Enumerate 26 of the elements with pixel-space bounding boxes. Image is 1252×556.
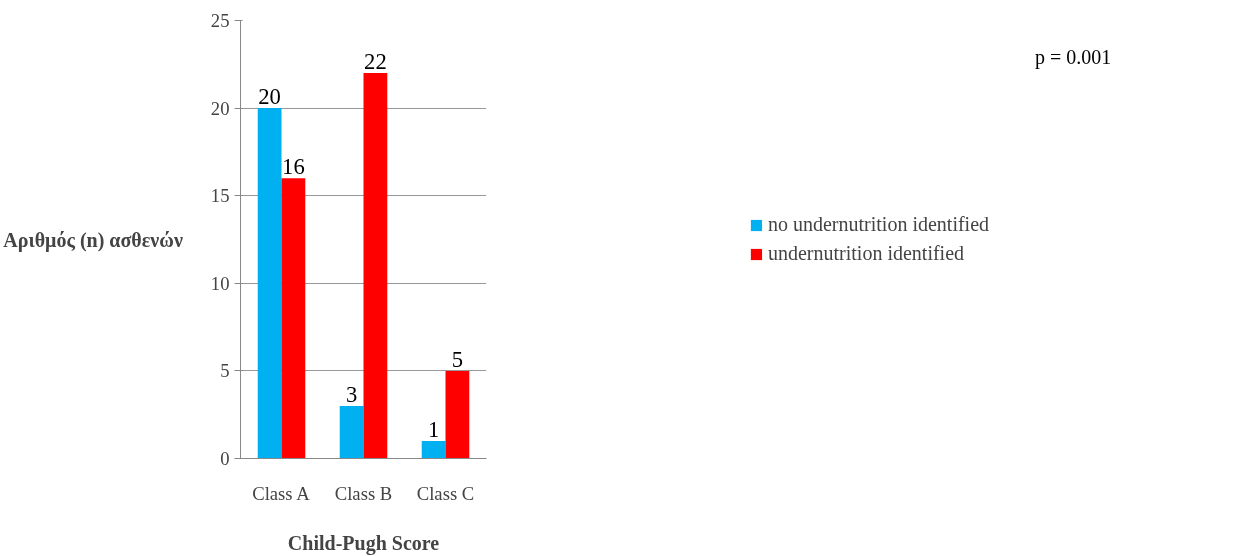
y-tick-label: 25 (210, 10, 230, 31)
legend-label: no undernutrition identified (767, 213, 990, 236)
x-tick-label: Class B (334, 482, 393, 504)
data-label: 1 (427, 416, 440, 442)
data-label: 20 (258, 84, 281, 110)
legend-label: undernutrition identified (767, 242, 965, 265)
y-tick-label: 0 (220, 448, 230, 469)
x-tick-label: Class A (252, 482, 311, 504)
x-tick-label: Class C (416, 482, 475, 504)
data-label: 22 (364, 49, 387, 75)
data-label: 16 (282, 154, 305, 180)
y-axis-title: Αριθμός (n) ασθενών (3, 228, 183, 252)
bar (281, 178, 306, 459)
y-tick-label: 5 (220, 360, 230, 382)
bar (363, 73, 388, 459)
y-tick-label: 15 (210, 185, 230, 207)
bar (339, 405, 364, 459)
data-label: 3 (345, 381, 358, 407)
data-label: 5 (451, 346, 464, 372)
bar (445, 370, 470, 459)
y-tick-label: 20 (210, 97, 230, 119)
text: p = 0.001 (1035, 45, 1112, 71)
bar (421, 440, 446, 459)
y-tick-label: 10 (210, 272, 230, 294)
bar (257, 108, 282, 459)
x-axis-title: Child-Pugh Score (287, 531, 440, 555)
